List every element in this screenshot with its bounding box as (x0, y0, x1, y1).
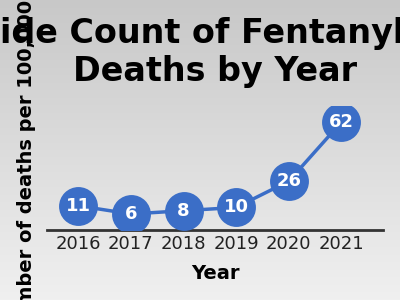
Text: 26: 26 (276, 172, 301, 190)
Text: 6: 6 (125, 205, 137, 223)
Y-axis label: Number of deaths per 100,000: Number of deaths per 100,000 (17, 0, 36, 300)
Text: 8: 8 (177, 202, 190, 220)
Title: Statewide Count of Fentanyl-Related
Deaths by Year: Statewide Count of Fentanyl-Related Deat… (0, 17, 400, 88)
Text: 11: 11 (66, 197, 91, 215)
Text: 62: 62 (329, 113, 354, 131)
Text: 10: 10 (224, 198, 248, 216)
X-axis label: Year: Year (191, 264, 239, 283)
